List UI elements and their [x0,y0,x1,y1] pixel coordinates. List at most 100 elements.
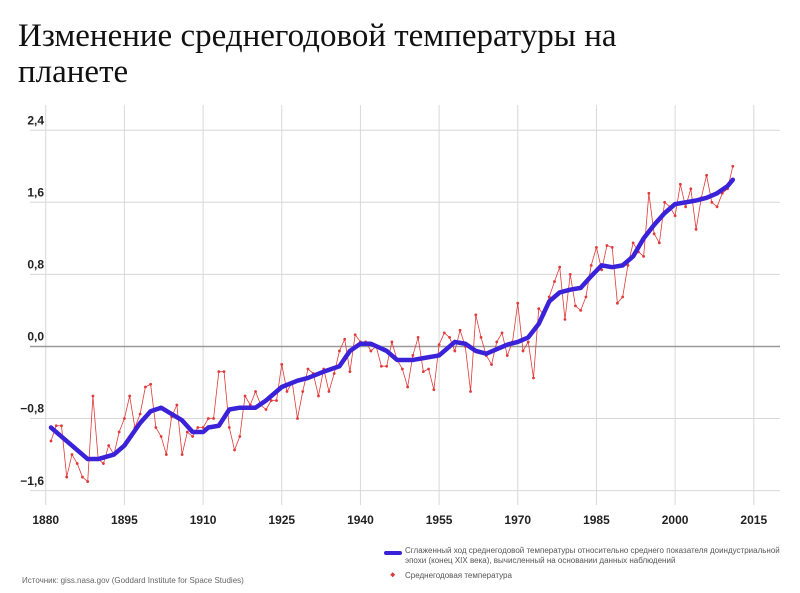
data-point [75,462,79,465]
legend-label: Сглаженный ход среднегодовой температуры… [405,546,780,565]
data-point [553,280,556,283]
data-point [710,200,714,204]
data-point [102,462,105,465]
data-point [731,164,735,168]
data-point [469,390,472,393]
data-point [385,364,389,368]
y-tick-label: 0,0 [27,330,44,344]
data-point [694,227,698,231]
data-point [652,232,656,236]
x-tick-label: 2000 [662,513,689,527]
smoothed-line [48,177,736,462]
data-point [149,382,153,386]
data-point [369,349,373,353]
data-point [589,263,593,267]
data-point [616,301,619,305]
data-point [60,424,63,428]
data-point [521,349,525,353]
data-point [631,241,635,245]
chart-title: Изменение среднегодовой температуры на п… [18,18,617,90]
data-point [495,340,499,344]
data-point [437,343,441,347]
data-point [128,394,132,398]
data-point [427,367,431,371]
data-point [54,424,58,428]
data-point [595,245,598,249]
data-point [212,417,215,420]
data-point [254,390,257,393]
data-point [610,245,614,249]
data-point [663,200,667,204]
data-point [227,426,231,429]
data-point [584,295,588,299]
data-point [579,309,583,312]
data-point [296,417,299,420]
x-tick-label: 1895 [111,513,138,527]
data-point [574,304,577,308]
data-point [65,475,69,479]
x-tick-label: 1985 [583,513,610,527]
data-point [458,328,462,332]
source-note: Источник: giss.nasa.gov (Goddard Institu… [22,576,244,585]
data-point [327,390,331,393]
data-point [185,430,189,434]
x-tick-label: 1940 [347,513,374,527]
legend-label: Среднегодовая температура [405,571,512,580]
x-tick-label: 1955 [426,513,453,527]
data-point [705,173,708,177]
data-point [343,337,347,341]
data-point [164,453,168,456]
data-point [317,394,320,398]
data-point [285,390,289,393]
data-point [91,394,95,398]
data-point [264,408,268,411]
x-tick-label: 2015 [740,513,767,527]
data-point [563,318,567,321]
data-point [642,254,646,258]
data-point [411,354,415,357]
y-tick-label: −1,6 [20,474,44,488]
data-point [526,340,530,344]
data-point [621,295,625,299]
x-tick-label: 1925 [268,513,295,527]
data-point [657,241,661,245]
data-point [306,367,310,371]
data-point [222,370,226,374]
data-point [348,370,352,374]
data-point [490,363,493,366]
data-point [49,439,53,443]
data-point [479,336,483,339]
data-point [243,394,247,398]
data-point [626,263,630,267]
y-tick-label: 2,4 [27,113,44,127]
data-point [453,349,457,353]
y-tick-label: 1,6 [27,185,44,199]
data-point [269,399,273,402]
data-point [432,388,436,392]
data-point [180,453,184,456]
data-point [678,182,682,186]
data-point [421,370,425,374]
data-point [605,244,609,247]
data-point [500,331,504,335]
data-point [400,367,404,371]
data-point [206,417,210,420]
data-point [474,313,478,317]
data-point [143,385,147,389]
data-point [448,336,451,339]
data-point [233,448,236,452]
data-point [353,333,357,337]
data-point [715,205,719,209]
x-tick-label: 1880 [32,513,59,527]
data-point [107,444,111,447]
data-point [647,191,651,195]
data-point [390,340,394,344]
y-tick-label: 0,8 [27,258,44,272]
data-point [238,435,242,438]
data-point [123,417,126,420]
data-point [416,336,420,339]
data-point [406,385,410,389]
data-line [50,165,734,482]
